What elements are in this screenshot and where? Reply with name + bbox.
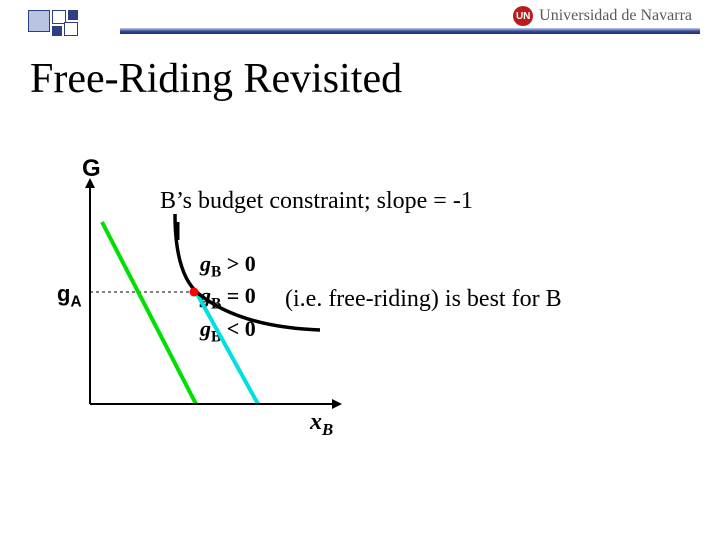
logo-badge: UN: [513, 6, 533, 26]
logo-text: Universidad de Navarra: [539, 7, 692, 25]
y-axis-label: G: [82, 155, 101, 183]
header-bar: [120, 28, 700, 34]
budget-line: [102, 222, 196, 404]
indifference-curve: [175, 214, 320, 330]
axes: [85, 178, 342, 409]
page-title: Free-Riding Revisited: [30, 55, 402, 103]
chart: G gA xB B’s budget constraint; slope = -…: [85, 160, 645, 460]
decor-square: [64, 22, 78, 36]
decor-square: [52, 26, 62, 36]
y-tick-label: gA: [57, 281, 82, 311]
decor-square: [68, 10, 78, 20]
tangent-point: [190, 288, 199, 297]
plot-svg: [90, 180, 370, 440]
univ-logo: UN Universidad de Navarra: [513, 6, 692, 26]
decor-square: [28, 10, 50, 32]
slide: { "header": { "squares": [ { "x": 0, "y"…: [0, 0, 720, 540]
extension-line: [196, 292, 258, 404]
